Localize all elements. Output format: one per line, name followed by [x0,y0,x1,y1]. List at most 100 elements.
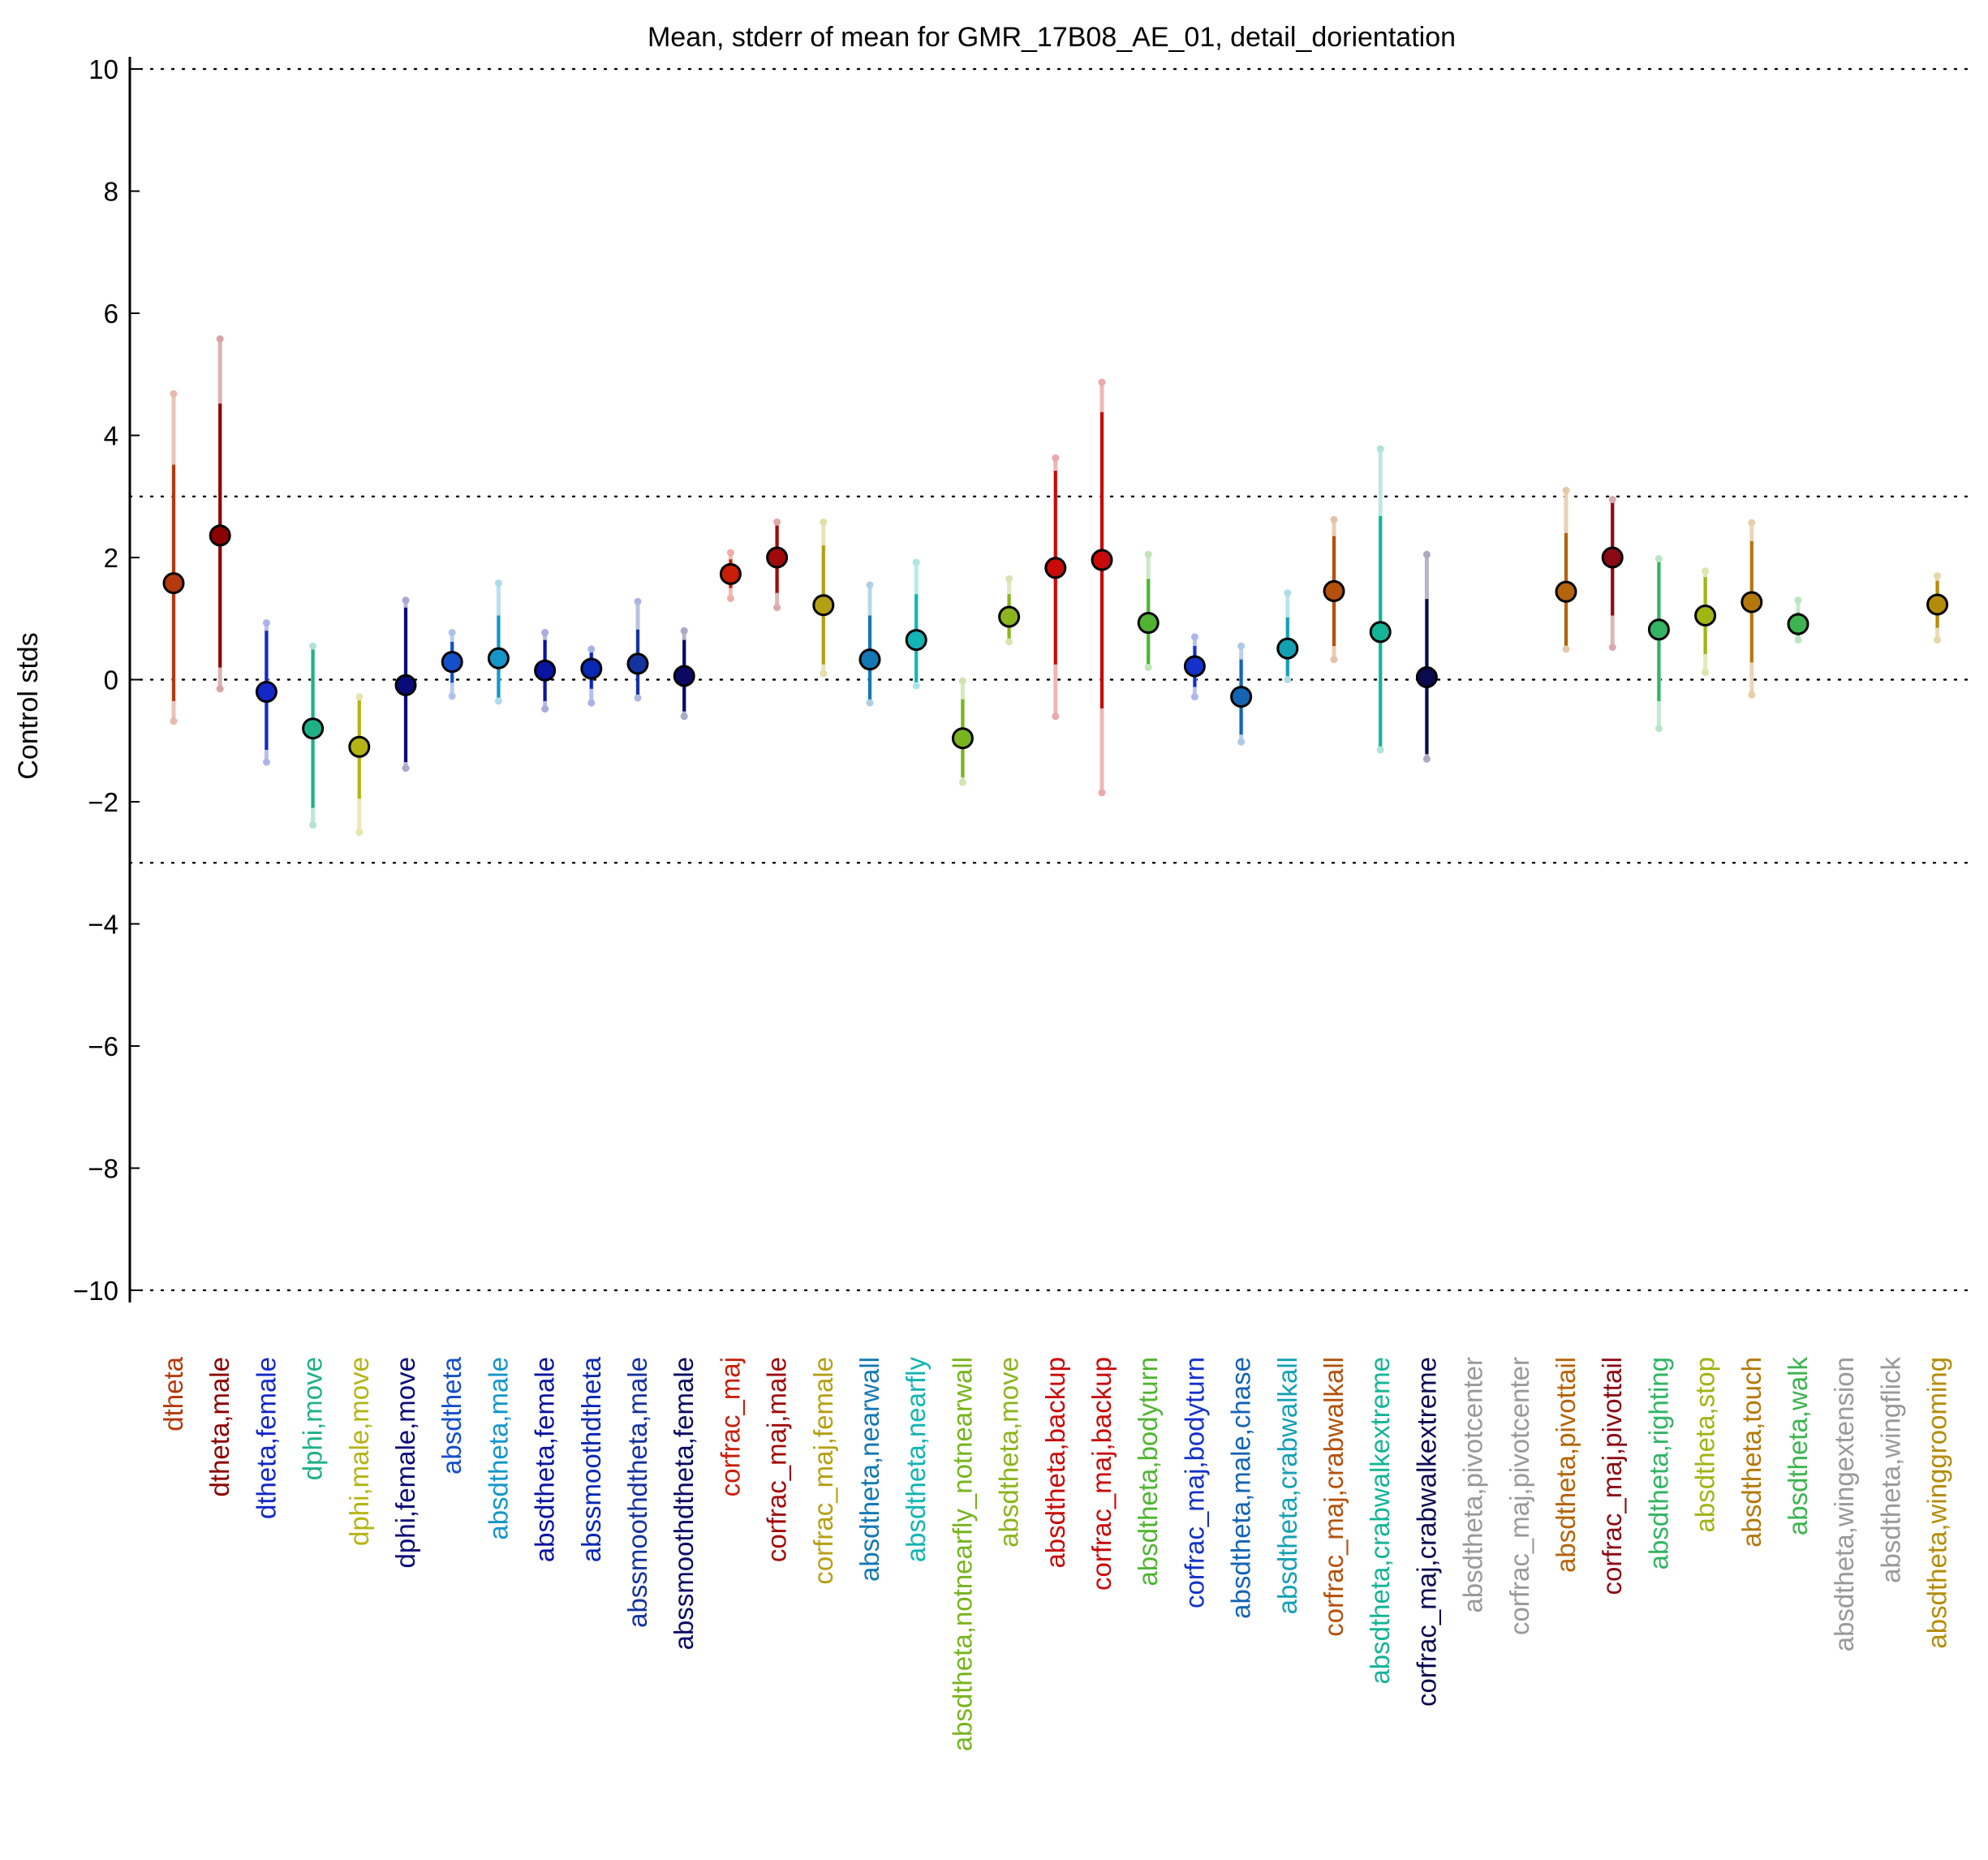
interval-endpoint [958,677,966,685]
data-point-group [1694,567,1717,676]
interval-endpoint [866,699,874,707]
data-point-group [998,575,1021,646]
mean-marker [626,652,649,675]
interval-endpoint [1376,445,1384,453]
y-tick-label: 0 [104,665,118,695]
y-tick-label: 8 [104,177,118,207]
x-tick-label: dphi,male,move [344,1357,374,1546]
mean-marker [162,572,185,595]
mean-marker [766,546,789,569]
chart-title: Mean, stderr of mean for GMR_17B08_AE_01… [648,22,1456,53]
x-tick-label: absdtheta,righting [1643,1357,1673,1569]
x-tick-label: abssmoothdtheta,male [622,1357,652,1628]
data-point-group [626,597,649,702]
interval-endpoint [820,670,828,678]
interval-endpoint [1748,519,1756,527]
interval-endpoint [958,778,966,786]
interval-endpoint [1284,589,1292,597]
interval-endpoint [1190,693,1198,701]
x-tick-label: absdtheta,stop [1690,1357,1720,1533]
data-point-group [1647,555,1670,733]
y-tick-label: −10 [73,1276,118,1306]
interval-endpoint [1655,555,1663,563]
data-point-group [1091,378,1113,797]
data-point-group [1601,496,1624,652]
mean-marker [1091,549,1113,571]
x-tick-label: dphi,move [298,1357,328,1480]
interval-endpoint [216,685,224,693]
interval-endpoint [634,597,642,605]
data-point-group [1044,454,1067,721]
mean-marker [905,629,927,652]
data-point-group [951,677,974,786]
interval-endpoint [634,694,642,702]
interval-endpoint [1562,486,1570,494]
data-point-group [1230,642,1253,746]
y-tick-label: −2 [88,787,118,817]
interval-endpoint [1702,567,1710,575]
data-point-group [487,579,510,705]
interval-endpoint [309,642,317,650]
x-tick-label: abssmoothdtheta [576,1356,606,1562]
x-tick-label: absdtheta,crabwalkextreme [1365,1357,1395,1685]
data-point-group [905,558,927,690]
interval-endpoint [1284,676,1292,683]
x-tick-label: absdtheta,pivottail [1551,1357,1581,1573]
interval-endpoint [1005,638,1013,646]
data-point-group [812,518,835,678]
interval-endpoint [726,549,734,557]
interval-endpoint [587,699,596,707]
mean-marker [1369,621,1392,644]
x-tick-label: dtheta [158,1356,188,1431]
data-point-group [162,390,185,725]
interval-endpoint [448,629,456,637]
mean-marker [1183,655,1206,678]
mean-marker [394,674,417,696]
interval-endpoint [355,829,364,837]
x-tick-label: absdtheta,female [530,1357,560,1562]
interval-endpoint [1098,378,1106,386]
data-point-group [209,335,231,693]
y-tick-label: 2 [104,543,118,573]
interval-endpoint [355,693,364,701]
mean-marker [348,735,371,758]
mean-marker [998,605,1021,628]
data-point-group [1276,589,1299,683]
y-tick-label: 10 [88,54,118,84]
data-point-group [255,619,278,766]
x-tick-label: absdtheta,nearfly [901,1357,931,1563]
mean-marker [302,717,325,740]
interval-endpoint [1608,496,1616,504]
interval-endpoint [726,594,734,602]
mean-marker [1694,604,1717,626]
x-tick-label: absdtheta,bodyturn [1133,1357,1163,1587]
interval-endpoint [1655,725,1663,733]
x-tick-label: corfrac_maj,pivottail [1597,1357,1627,1595]
mean-marker [1276,637,1299,660]
interval-endpoint [170,717,178,725]
interval-endpoint [1422,755,1431,763]
x-tick-label: absdtheta,notnearfly_notnearwall [947,1357,977,1751]
mean-marker [487,647,510,670]
y-tick-label: 6 [104,299,118,329]
x-tick-label: corfrac_maj [715,1357,745,1496]
x-tick-label: dtheta,female [251,1357,281,1519]
x-tick-label: corfrac_maj,crabwalkall [1319,1357,1349,1637]
x-axis-tick-labels: dtheta dtheta,male dtheta,female dphi,move d… [158,1356,1952,1751]
mean-marker [1044,557,1067,579]
interval-endpoint [866,581,874,589]
x-tick-label: absdtheta,crabwalkall [1272,1357,1302,1614]
data-point-group [1415,550,1438,763]
x-tick-label: absdtheta,nearwall [854,1357,884,1582]
interval-endpoint [1237,738,1246,746]
interval-endpoint [494,579,502,588]
mean-marker [951,727,974,750]
x-tick-label: corfrac_maj,female [808,1357,838,1585]
x-tick-label: absdtheta,walk [1783,1357,1813,1536]
mean-marker [858,648,881,671]
interval-endpoint [773,604,781,612]
interval-endpoint [820,518,828,526]
mean-marker [1230,686,1253,708]
interval-endpoint [1237,642,1246,650]
interval-endpoint [541,705,549,713]
